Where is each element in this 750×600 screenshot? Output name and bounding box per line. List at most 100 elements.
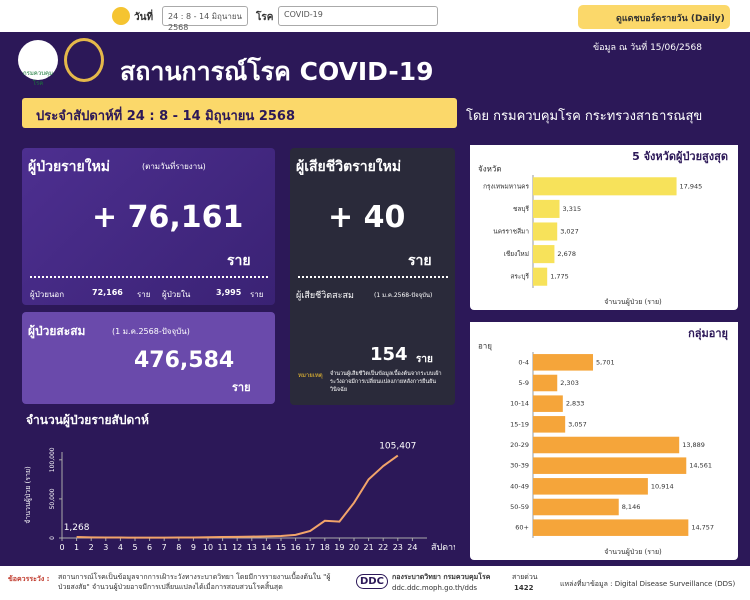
x-axis-label: จำนวนผู้ป่วย (ราย) (604, 548, 662, 556)
line-series (76, 454, 399, 539)
note-label: หมายเหตุ (298, 372, 323, 379)
x-tick-label: 1 (74, 543, 79, 552)
data-label: 14,757 (691, 524, 714, 532)
cumulative-unit: ราย (232, 381, 251, 394)
x-tick-label: 20 (349, 543, 359, 552)
data-label: 17,945 (680, 182, 703, 190)
ddc-logo: DDC (356, 574, 388, 589)
category-label: 60+ (515, 524, 529, 532)
bar (533, 519, 689, 536)
category-label: นครราชสีมา (493, 228, 529, 236)
province-chart: 5 จังหวัดผู้ป่วยสูงสุดจังหวัดจำนวนผู้ป่ว… (470, 145, 738, 306)
x-tick-label: 17 (305, 543, 315, 552)
bar (533, 222, 558, 241)
new-cases-unit: ราย (227, 253, 251, 269)
bar (533, 245, 555, 264)
daily-button[interactable]: ดูแดชบอร์ดรายวัน (Daily) (578, 5, 730, 29)
cumulative-card: ผู้ป่วยสะสม (1 ม.ค.2568-ปัจจุบัน) 476,58… (22, 312, 275, 404)
deaths-title: ผู้เสียชีวิตรายใหม่ (296, 159, 402, 175)
bar (533, 395, 563, 412)
x-tick-label: 0 (59, 543, 64, 552)
bar (533, 354, 594, 371)
y-axis-label: จำนวนผู้ป่วย (ราย) (24, 466, 32, 524)
x-tick-label: 9 (191, 543, 196, 552)
date-label: วันที่ (134, 12, 154, 23)
divider (30, 276, 268, 278)
cumulative-title: ผู้ป่วยสะสม (28, 324, 86, 338)
disease-input[interactable]: COVID-19 (278, 6, 438, 26)
data-label: 13,889 (682, 441, 705, 449)
x-tick-label: 24 (407, 543, 417, 552)
weekly-chart: จำนวนผู้ป่วยรายสัปดาห์จำนวนผู้ป่วย (ราย)… (24, 413, 459, 553)
age-panel: กลุ่มอายุ อายุ จำนวนผู้ป่วย (ราย) 0-4 5,701 5… (470, 322, 738, 560)
age-chart: กลุ่มอายุอายุจำนวนผู้ป่วย (ราย) 0-4 5,701 5… (470, 322, 738, 556)
divider (298, 276, 448, 278)
data-label: 5,701 (596, 358, 615, 366)
bar (533, 416, 566, 433)
by-org: โดย กรมควบคุมโรค กระทรวงสาธารณสุข (466, 109, 703, 124)
outpatient-label: ผู้ป่วยนอก (30, 290, 65, 299)
x-tick-label: 18 (320, 543, 330, 552)
y-tick-label: 100,000 (49, 447, 56, 472)
x-tick-label: 11 (218, 543, 228, 552)
x-axis-label: จำนวนผู้ป่วย (ราย) (604, 298, 662, 306)
outpatient-unit: ราย (137, 290, 151, 299)
x-tick-label: 5 (132, 543, 137, 552)
bar (533, 199, 560, 218)
data-label: 2,833 (566, 400, 585, 408)
data-label: 1,268 (64, 523, 90, 533)
new-cases-subtitle: (ตามวันที่รายงาน) (142, 162, 206, 171)
hotline: 1422 (514, 584, 534, 592)
new-cases-value: + 76,161 (92, 200, 244, 235)
chart-title: กลุ่มอายุ (688, 327, 728, 341)
death-cumulative-unit: ราย (416, 354, 433, 365)
province-panel: 5 จังหวัดผู้ป่วยสูงสุดจังหวัดจำนวนผู้ป่ว… (470, 145, 738, 310)
x-tick-label: 16 (291, 543, 301, 552)
death-cumulative-title: ผู้เสียชีวิตสะสม (296, 291, 354, 301)
x-tick-label: 2 (89, 543, 94, 552)
x-tick-label: 21 (364, 543, 374, 552)
category-label: 5-9 (518, 379, 529, 387)
data-label: 3,315 (563, 205, 582, 213)
category-label: 20-29 (510, 441, 529, 449)
death-cumulative-subtitle: (1 ม.ค.2568-ปัจจุบัน) (374, 292, 433, 299)
main-title: สถานการณ์โรค COVID-19 (120, 57, 434, 86)
weekly-panel: จำนวนผู้ป่วยรายสัปดาห์ จำนวนผู้ป่วย (ราย)… (22, 408, 459, 560)
y-axis-label: จังหวัด (478, 165, 502, 174)
data-label: 2,678 (557, 250, 576, 258)
data-label: 8,146 (622, 503, 641, 511)
top-bar: วันที่ 24 : 8 - 14 มิถุนายน 2568 โรค COV… (0, 0, 750, 32)
x-tick-label: 22 (378, 543, 388, 552)
url: ddc.ddc.moph.go.th/dds (392, 584, 478, 592)
x-tick-label: 8 (176, 543, 181, 552)
category-label: 10-14 (510, 400, 529, 408)
category-label: ชลบุรี (513, 205, 530, 213)
bar (533, 498, 619, 516)
date-input[interactable]: 24 : 8 - 14 มิถุนายน 2568 (162, 6, 248, 32)
x-tick-label: 6 (147, 543, 152, 552)
data-label: 1,775 (550, 273, 569, 281)
x-tick-label: 3 (103, 543, 108, 552)
x-tick-label: 19 (334, 543, 344, 552)
bar (533, 457, 687, 474)
hotline-label: สายด่วน (512, 573, 538, 581)
data-label: 3,057 (568, 420, 587, 428)
bar (533, 177, 677, 196)
data-label: 14,561 (689, 462, 712, 470)
category-label: 30-39 (510, 462, 529, 470)
category-label: 50-59 (510, 503, 529, 511)
chart-title: 5 จังหวัดผู้ป่วยสูงสุด (632, 150, 728, 164)
x-tick-label: 10 (203, 543, 213, 552)
data-label: 3,027 (560, 228, 579, 236)
caution-label: ข้อควรระวัง : (8, 575, 50, 583)
disease-label: โรค (256, 12, 274, 23)
outpatient-value: 72,166 (92, 288, 123, 297)
x-axis-label: สัปดาห์ (431, 541, 455, 553)
inpatient-value: 3,995 (216, 288, 242, 297)
org: กองระบาดวิทยา กรมควบคุมโรค (392, 573, 491, 581)
data-label: 2,303 (560, 379, 579, 387)
caution: สถานการณ์โรคเป็นข้อมูลจากการเฝ้าระวังทาง… (58, 573, 331, 591)
deaths-unit: ราย (408, 253, 432, 269)
category-label: 15-19 (510, 420, 529, 428)
note: จำนวนผู้เสียชีวิตเป็นข้อมูลเบื้องต้นจากร… (330, 371, 442, 393)
